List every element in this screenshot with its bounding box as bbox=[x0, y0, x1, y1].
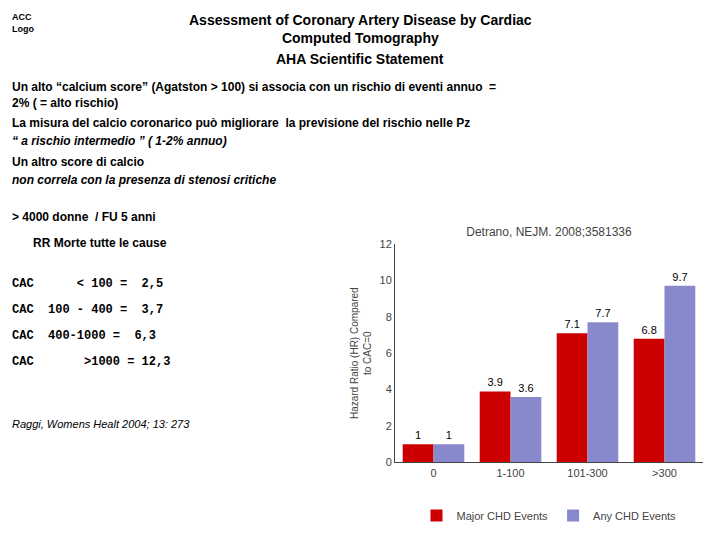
svg-text:9.7: 9.7 bbox=[672, 271, 687, 283]
svg-text:6.8: 6.8 bbox=[641, 324, 656, 336]
svg-text:CAC < 100 = 2,5: CAC < 100 = 2,5 bbox=[12, 277, 163, 291]
svg-text:6: 6 bbox=[386, 347, 392, 359]
svg-text:Major CHD Events: Major CHD Events bbox=[457, 510, 549, 522]
svg-text:CAC 100 - 400 = 3,7: CAC 100 - 400 = 3,7 bbox=[12, 303, 163, 317]
svg-text:Un alto “calcium score” (Agats: Un alto “calcium score” (Agatston > 100)… bbox=[12, 80, 496, 110]
svg-text:Un altro score di calcio: Un altro score di calcio bbox=[12, 155, 147, 169]
svg-text:12: 12 bbox=[380, 238, 392, 250]
svg-text:1-100: 1-100 bbox=[496, 467, 524, 479]
svg-text:10: 10 bbox=[380, 274, 392, 286]
svg-text:AHA Scientific Statement: AHA Scientific Statement bbox=[276, 51, 444, 67]
svg-text:Assessment of Coronary Artery: Assessment of Coronary Artery Disease by… bbox=[189, 12, 532, 46]
svg-text:3.9: 3.9 bbox=[487, 376, 502, 388]
svg-text:ACCLogo: ACCLogo bbox=[12, 12, 34, 34]
svg-text:1: 1 bbox=[446, 429, 452, 441]
svg-text:8: 8 bbox=[386, 311, 392, 323]
svg-text:RR Morte tutte le cause: RR Morte tutte le cause bbox=[33, 236, 167, 250]
svg-text:CAC >1000 = 12,3: CAC >1000 = 12,3 bbox=[12, 355, 170, 369]
svg-text:7.1: 7.1 bbox=[564, 318, 579, 330]
svg-text:101-300: 101-300 bbox=[567, 467, 607, 479]
svg-text:2: 2 bbox=[386, 420, 392, 432]
svg-text:“ a rischio intermedio ” ( 1-2: “ a rischio intermedio ” ( 1-2% annuo) bbox=[12, 134, 227, 148]
svg-text:4: 4 bbox=[386, 383, 392, 395]
svg-text:0: 0 bbox=[430, 467, 436, 479]
svg-text:Detrano, NEJM. 2008;3581336: Detrano, NEJM. 2008;3581336 bbox=[466, 225, 632, 239]
svg-text:1: 1 bbox=[415, 429, 421, 441]
svg-text:>300: >300 bbox=[652, 467, 677, 479]
svg-text:> 4000 donne / FU 5 anni: > 4000 donne / FU 5 anni bbox=[12, 210, 156, 224]
svg-text:CAC 400-1000 = 6,3: CAC 400-1000 = 6,3 bbox=[12, 329, 156, 343]
svg-text:7.7: 7.7 bbox=[595, 307, 610, 319]
svg-text:Hazard Ratio (HR) Comparedto C: Hazard Ratio (HR) Comparedto CAC=0 bbox=[349, 287, 373, 419]
svg-text:La misura del calcio coronaric: La misura del calcio coronarico può migl… bbox=[12, 116, 470, 130]
svg-text:Raggi, Womens Healt 2004; 13:: Raggi, Womens Healt 2004; 13: 273 bbox=[12, 418, 190, 430]
svg-text:0: 0 bbox=[386, 456, 392, 468]
svg-text:3.6: 3.6 bbox=[518, 382, 533, 394]
svg-text:Any CHD Events: Any CHD Events bbox=[593, 510, 676, 522]
svg-text:non correla con la presenza di: non correla con la presenza di stenosi c… bbox=[12, 173, 276, 187]
